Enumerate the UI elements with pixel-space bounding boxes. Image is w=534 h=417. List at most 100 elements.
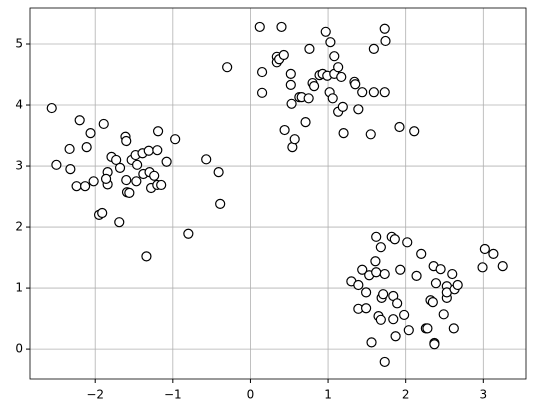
point xyxy=(370,256,381,267)
point xyxy=(201,154,212,165)
y-tick-label: 3 xyxy=(15,159,23,173)
point xyxy=(350,79,361,90)
point xyxy=(215,198,226,209)
point xyxy=(124,187,135,198)
point xyxy=(392,298,403,309)
point xyxy=(357,87,368,98)
point xyxy=(435,264,446,275)
point xyxy=(357,264,368,275)
point xyxy=(65,163,76,175)
point xyxy=(389,234,400,245)
point xyxy=(394,121,405,133)
point xyxy=(333,62,344,73)
point xyxy=(85,127,96,139)
point xyxy=(390,331,401,342)
x-tick-label: 0 xyxy=(247,388,255,402)
point xyxy=(375,314,386,325)
point xyxy=(141,251,152,262)
point xyxy=(276,21,287,33)
point xyxy=(131,176,142,187)
point xyxy=(156,179,167,191)
point xyxy=(114,217,125,228)
y-tick-label: 2 xyxy=(15,220,23,234)
point xyxy=(361,303,372,314)
point xyxy=(111,154,122,166)
point xyxy=(368,43,379,54)
point xyxy=(114,162,126,173)
point xyxy=(64,143,75,155)
point xyxy=(429,339,440,350)
point xyxy=(379,356,390,368)
point xyxy=(416,248,427,260)
point xyxy=(402,237,413,248)
point xyxy=(289,134,300,145)
point xyxy=(422,323,433,334)
point xyxy=(303,93,314,104)
point xyxy=(97,207,108,219)
point xyxy=(353,104,364,115)
point xyxy=(132,159,143,170)
point xyxy=(479,243,490,255)
point xyxy=(222,62,233,73)
point xyxy=(379,87,390,98)
point xyxy=(81,142,92,153)
point xyxy=(336,71,347,83)
point xyxy=(411,270,422,281)
point xyxy=(448,323,459,334)
y-tick-label: 4 xyxy=(15,98,23,112)
point xyxy=(121,135,132,147)
point xyxy=(430,278,442,289)
point xyxy=(379,268,390,280)
point xyxy=(170,134,181,145)
point xyxy=(409,126,420,137)
point xyxy=(477,262,488,273)
point xyxy=(308,81,320,92)
point xyxy=(337,101,348,112)
point xyxy=(353,279,364,291)
point xyxy=(361,287,372,298)
point xyxy=(365,129,376,140)
point xyxy=(285,79,296,90)
point xyxy=(71,181,82,192)
point xyxy=(279,124,290,136)
point xyxy=(452,279,463,291)
y-tick-label: 0 xyxy=(15,342,23,356)
point xyxy=(395,264,406,275)
plot-frame xyxy=(29,7,527,380)
x-tick-label: −2 xyxy=(86,388,104,402)
point xyxy=(286,98,297,109)
point xyxy=(438,309,449,320)
x-tick-label: −1 xyxy=(164,388,182,402)
point xyxy=(427,297,438,308)
point xyxy=(320,26,331,37)
point xyxy=(304,43,315,54)
point xyxy=(380,35,391,47)
point xyxy=(371,267,382,278)
point xyxy=(80,181,91,192)
point xyxy=(149,170,160,181)
point xyxy=(285,68,296,80)
point xyxy=(497,261,508,272)
point xyxy=(388,314,399,325)
point xyxy=(46,102,57,114)
point xyxy=(325,37,336,48)
point xyxy=(51,159,62,170)
x-tick-label: 2 xyxy=(402,388,410,402)
point xyxy=(300,117,311,128)
point xyxy=(329,51,340,62)
point xyxy=(488,248,499,260)
point xyxy=(152,126,164,137)
point xyxy=(98,118,109,130)
point xyxy=(121,174,132,186)
point xyxy=(338,127,349,139)
point xyxy=(278,49,289,61)
point xyxy=(88,176,99,187)
point xyxy=(366,337,377,348)
point xyxy=(183,228,194,239)
point xyxy=(152,145,163,156)
point xyxy=(375,242,386,253)
point xyxy=(403,325,414,336)
point xyxy=(213,167,224,178)
point xyxy=(399,309,410,321)
